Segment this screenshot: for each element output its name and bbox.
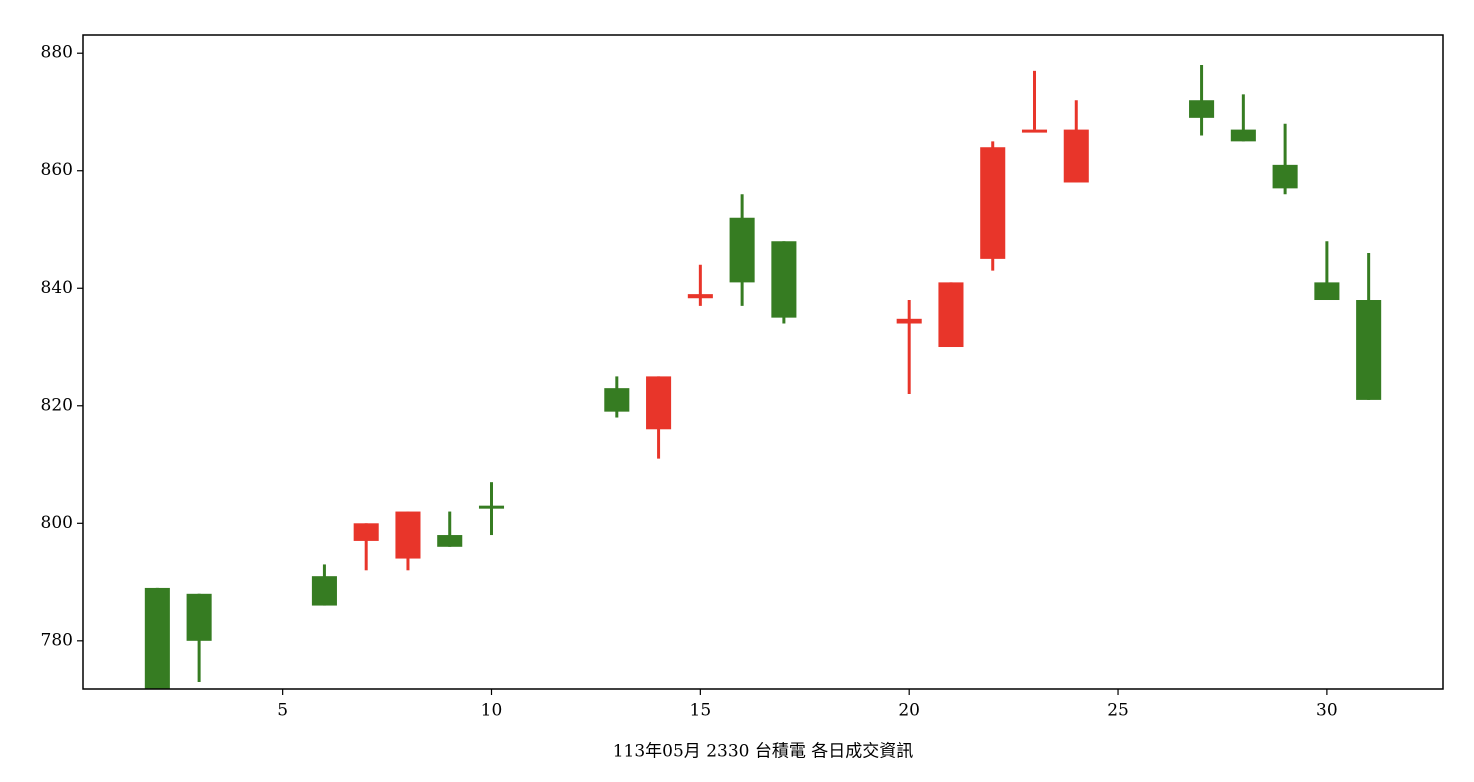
x-tick-label: 5 [277, 701, 288, 721]
candle-body [1021, 129, 1048, 133]
y-tick-label: 780 [41, 630, 73, 650]
x-tick-label: 25 [1107, 701, 1129, 721]
candle-body [478, 505, 505, 509]
candle-body [395, 511, 421, 559]
candle-body [1189, 100, 1215, 118]
candle-body [771, 241, 797, 318]
y-tick-label: 800 [41, 513, 73, 533]
candle-body [1230, 129, 1256, 142]
candle-body [980, 147, 1006, 259]
candle-body [646, 376, 672, 430]
plot-area [144, 64, 1382, 689]
candle-body [353, 523, 379, 541]
candle-body [1314, 282, 1340, 301]
y-tick-label: 880 [41, 43, 73, 63]
x-tick-label: 15 [690, 701, 712, 721]
x-tick-label: 30 [1316, 701, 1338, 721]
x-tick-label: 10 [481, 701, 503, 721]
candle-body [186, 593, 212, 641]
candle-body [311, 576, 337, 606]
candle-body [1356, 300, 1382, 400]
y-tick-label: 820 [41, 395, 73, 415]
candle-body [604, 388, 630, 412]
candle-body [437, 535, 463, 547]
candle-body [144, 587, 170, 689]
y-tick-label: 860 [41, 160, 73, 180]
candle-body [1272, 164, 1298, 189]
candle-body [687, 294, 713, 299]
candle-body [938, 282, 964, 348]
axes-frame [82, 34, 1444, 690]
y-tick-label: 840 [41, 278, 73, 298]
x-tick-label: 20 [898, 701, 920, 721]
candle-body [729, 217, 755, 283]
candle-body [1063, 129, 1089, 183]
x-axis-label: 113年05月 2330 台積電 各日成交資訊 [613, 742, 914, 762]
candle-body [896, 318, 922, 324]
